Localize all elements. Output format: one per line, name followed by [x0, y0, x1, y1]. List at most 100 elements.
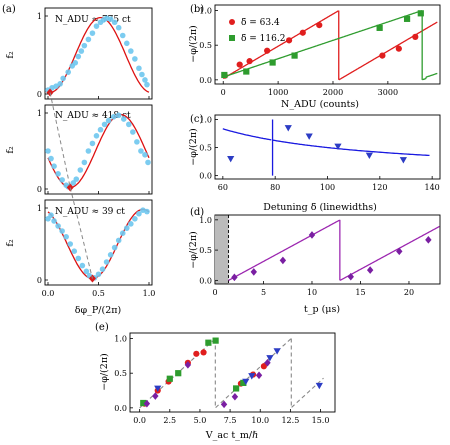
panel-a-data-point-2-10	[83, 268, 90, 275]
panel-e-series-1-point-1	[166, 375, 173, 382]
panel-d-data-point-7	[425, 236, 432, 244]
panel-b-frame	[214, 4, 441, 85]
panel-e-x-0-tick-label: 0.0	[133, 416, 146, 425]
panel-a-data-point-1-4	[59, 177, 65, 183]
panel-b-marks: 0 1000 2000 3000 0.0 0.5 1.0	[199, 7, 438, 97]
panel-c-label: (c)	[190, 114, 204, 125]
panel-b-y-1-tick-label: 0.5	[199, 41, 212, 50]
panel-d-fit-segment-1	[339, 225, 440, 281]
panel-e-y-1-tick-label: 0.5	[114, 369, 127, 378]
panel-a-data-point-2-22	[132, 216, 138, 222]
panel-b-x-0-tick-label: 0	[221, 88, 226, 97]
panel-b-series-1-point-0	[221, 71, 228, 79]
panel-a-xlabel: δφ_P/(2π)	[75, 305, 121, 316]
panel-a-data-point-1-19	[120, 116, 127, 122]
panel-a-data-point-0-20	[115, 24, 122, 31]
panel-b-series-1-point-4	[376, 24, 383, 31]
panel-a-data-point-0-25	[136, 65, 142, 72]
panel-d-data-point-2	[279, 256, 287, 265]
panel-a-data-point-2-19	[119, 230, 126, 236]
panel-b-xlabel: N_ADU (counts)	[281, 99, 359, 110]
panel-b-series-1-point-1	[243, 68, 250, 75]
panel-e-series-2-point-0	[154, 385, 162, 393]
panel-a-data-point-1-15	[101, 121, 108, 128]
panel-d-x-1-tick-label: 5	[261, 288, 266, 297]
panel-a-data-point-1-25	[145, 159, 151, 166]
panel-a-data-point-2-1	[48, 212, 54, 218]
panel-e-x-3-tick-label: 7.5	[224, 416, 237, 425]
panel-e-frame	[129, 332, 336, 413]
panel-a-data-point-0-14	[93, 23, 100, 29]
panel-a-data-point-0-22	[123, 40, 130, 47]
panel-b-series-1-point-3	[291, 52, 298, 59]
panel-d-x-0-tick-label: 0	[212, 288, 217, 297]
panel-e-y-2-tick-label: 1.0	[114, 335, 127, 344]
panel-a-data-point-0-13	[89, 30, 96, 36]
panel-a-data-point-1-2	[51, 163, 57, 169]
panel-e-series-1-point-5	[233, 385, 240, 392]
panel-a-label: (a)	[2, 4, 16, 15]
panel-d-fit-segment-0	[228, 219, 340, 281]
panel-d-data-point-5	[366, 266, 374, 274]
panel-a-data-point-0-6	[65, 69, 71, 75]
panel-a-data-point-0-24	[132, 56, 138, 62]
panel-a-data-point-1-3	[55, 171, 61, 177]
panel-a-data-point-2-6	[67, 241, 74, 247]
panel-b-label: (b)	[190, 4, 204, 15]
panel-b-y-2-tick-label: 1.0	[199, 7, 212, 16]
panel-d-data-point-4	[347, 272, 354, 281]
panel-a-data-point-1-0	[45, 148, 51, 154]
panel-d-x-2-tick-label: 10	[307, 288, 317, 297]
panel-e-series-2-point-3	[266, 355, 274, 362]
panel-e-series-3-point-6	[264, 358, 271, 367]
panel-c-xlabel: Detuning δ̃ (linewidths)	[263, 202, 377, 213]
panel-d-ylabel: −φ/(2π)	[188, 231, 199, 269]
panel-e-label: (e)	[95, 322, 109, 333]
panel-a-data-point-0-18	[107, 16, 114, 22]
panel-a-data-point-2-5	[63, 234, 69, 240]
panel-c-data-point-3	[334, 143, 342, 151]
panel-b-series-0-point-8	[395, 45, 402, 52]
panel-a-data-point-2-25	[144, 208, 150, 215]
panel-b-series-0-point-7	[379, 52, 386, 59]
legend-label-63: δ̃ = 63.4	[241, 17, 280, 28]
panel-a-data-point-0-19	[111, 19, 118, 26]
panel-c-y-0-tick-label: 0.0	[199, 172, 212, 181]
panel-e-x-4-tick-label: 10.0	[251, 416, 269, 425]
panel-a-data-point-0-4	[57, 81, 63, 87]
legend-label-116: δ̃ = 116.2	[241, 33, 285, 44]
panel-c-x-3-tick-label: 120	[372, 183, 387, 192]
panel-a-data-point-2-4	[59, 228, 65, 234]
panel-e-series-1-point-0	[140, 399, 147, 407]
panel-b-ylabel: −φ/(2π)	[188, 25, 199, 63]
panel-c-y-2-tick-label: 1.0	[199, 115, 212, 124]
panel-c-data-point-0	[227, 155, 235, 163]
panel-a-data-point-1-16	[105, 117, 112, 124]
panel-b-fit-0-segment-1	[338, 21, 438, 81]
panel-a-data-point-0-10	[78, 48, 85, 54]
panel-c-data-point-2	[305, 133, 313, 140]
panel-e-marks: 0.0 2.5 5.0 7.5 10.0 12.5 15.0 0.0 0.5 1.0	[114, 335, 329, 425]
panel-a-guide-line-0	[49, 92, 71, 188]
panel-a-y0-0-tick-label: 0	[37, 90, 42, 99]
panel-b-fit-1-segment-0	[222, 9, 423, 78]
panel-e-x-6-tick-label: 15.0	[312, 416, 330, 425]
panel-a-data-point-2-13	[95, 271, 102, 278]
panel-d-x-4-tick-label: 20	[404, 288, 414, 297]
panel-a-data-point-1-24	[142, 152, 148, 158]
panel-e-series-1-point-4	[212, 337, 219, 344]
panel-a-data-point-1-7	[70, 180, 77, 186]
panel-c: −φ/(2π) Detuning δ̃ (linewidths) 60 80 100…	[188, 114, 441, 213]
panel-c-x-0-tick-label: 60	[218, 183, 228, 192]
panel-a-data-point-0-5	[60, 75, 66, 82]
panel-c-ylabel: −φ/(2π)	[188, 128, 199, 166]
panel-e-series-2-point-4	[273, 348, 281, 355]
panel-a-y0-2-tick-label: 0	[37, 276, 42, 285]
panel-e-series-3-point-2	[184, 361, 192, 369]
panel-a-data-point-2-2	[51, 218, 57, 224]
panel-b-series-0-point-6	[316, 21, 323, 29]
panel-b-legend: δ̃ = 63.4 δ̃ = 116.2	[229, 17, 285, 44]
panel-e-x-5-tick-label: 12.5	[281, 416, 299, 425]
panel-e-series-2-point-5	[315, 382, 323, 390]
